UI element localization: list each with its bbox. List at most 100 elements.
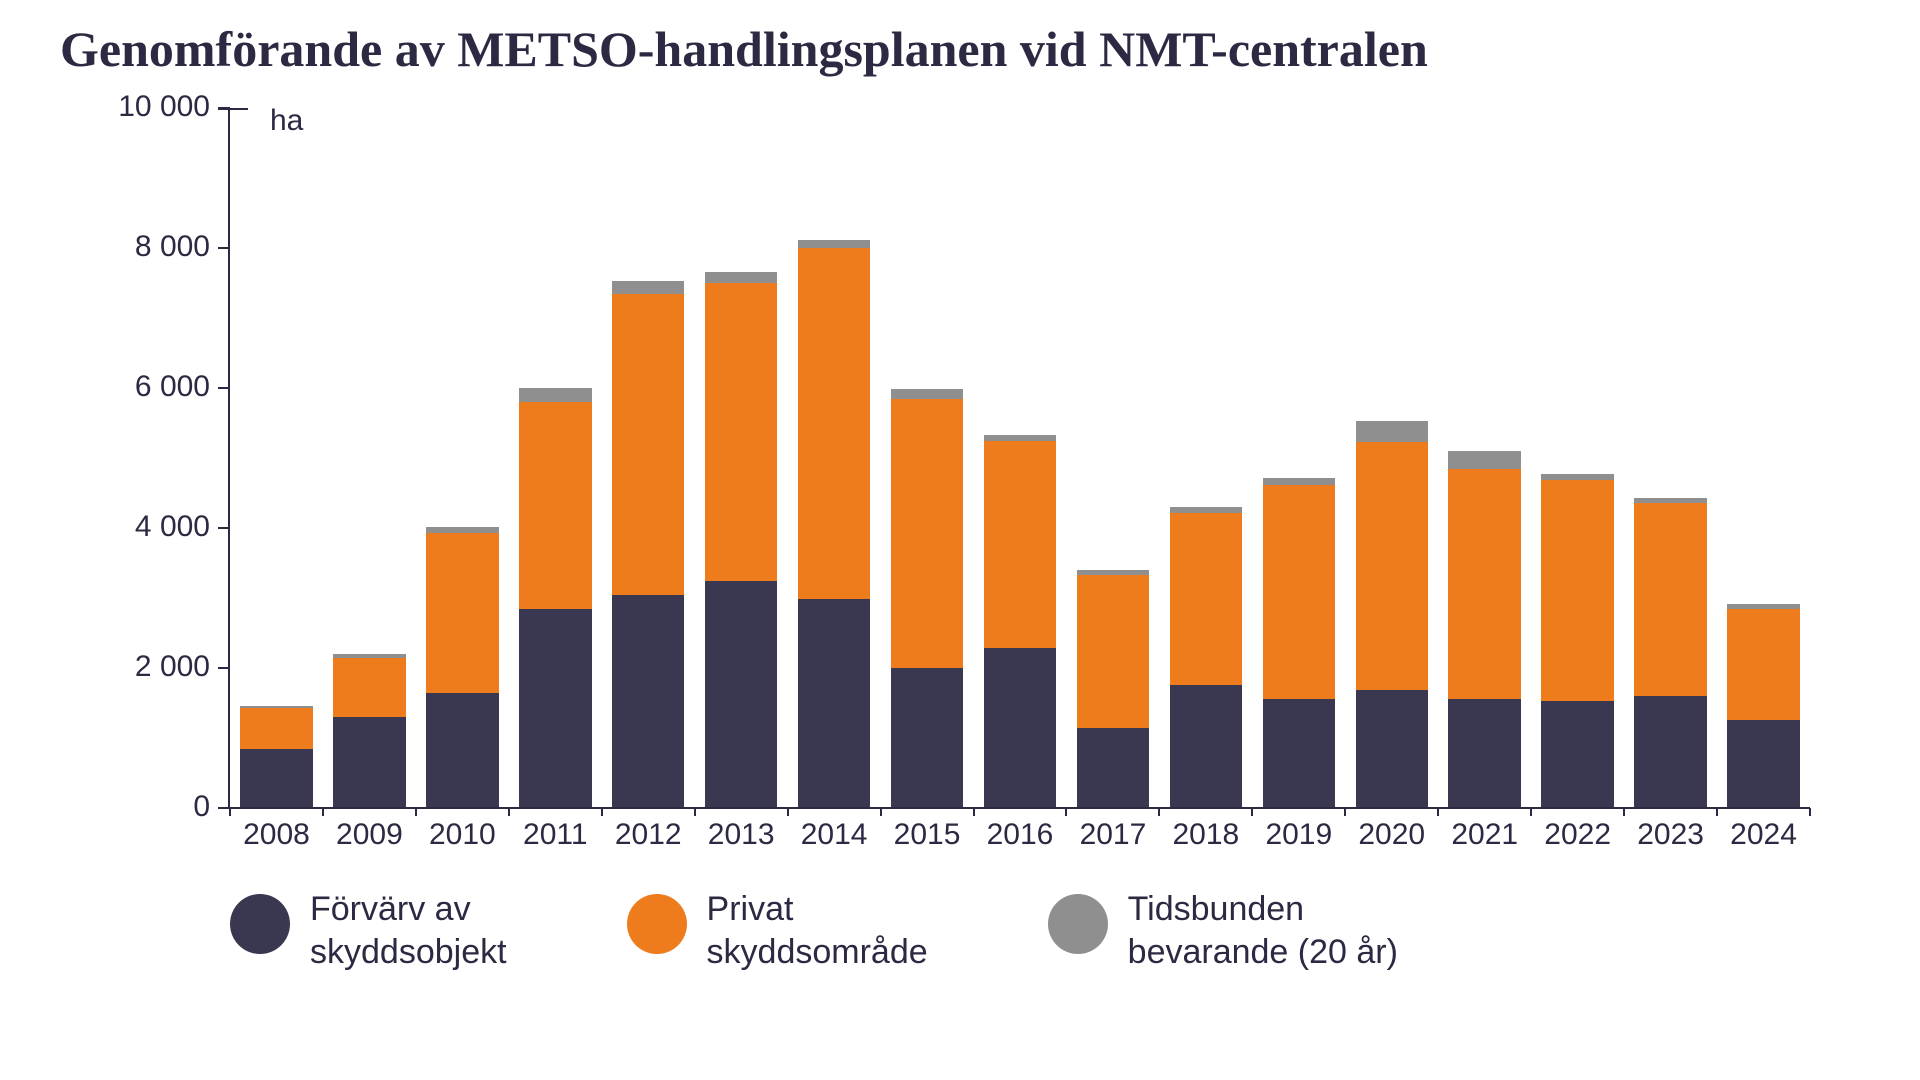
bar-segment-privat — [1727, 609, 1799, 720]
chart-title: Genomförande av METSO-handlingsplanen vi… — [60, 20, 1860, 78]
y-tick-label: 2 000 — [110, 650, 210, 684]
bar-column — [1077, 570, 1149, 808]
bar-segment-tids — [519, 388, 591, 402]
bar-segment-forvarv — [1727, 720, 1799, 808]
bar-segment-tids — [612, 281, 684, 294]
bar-segment-forvarv — [1541, 701, 1613, 808]
bar-segment-privat — [612, 294, 684, 595]
y-tick-label: 6 000 — [110, 370, 210, 404]
bar-segment-privat — [705, 283, 777, 581]
bar-segment-tids — [798, 240, 870, 248]
bar-segment-privat — [333, 658, 405, 718]
x-axis-label: 2016 — [974, 818, 1067, 852]
bar-column — [1541, 474, 1613, 808]
legend-text-line: Förvärv av — [310, 890, 471, 928]
legend-swatch-forvarv — [230, 894, 290, 954]
legend-text-line: bevarande (20 år) — [1128, 933, 1398, 971]
bar-segment-forvarv — [333, 717, 405, 808]
x-axis-label: 2023 — [1624, 818, 1717, 852]
legend-swatch-tids — [1048, 894, 1108, 954]
bar-segment-tids — [891, 389, 963, 398]
x-axis-label: 2010 — [416, 818, 509, 852]
y-tick-mark — [218, 527, 230, 529]
legend-text-line: Tidsbunden — [1128, 890, 1304, 928]
x-axis-label: 2012 — [602, 818, 695, 852]
legend-text-line: skyddsobjekt — [310, 933, 507, 971]
legend-text-line: Privat — [707, 890, 794, 928]
bar-segment-forvarv — [240, 749, 312, 809]
bar-segment-forvarv — [891, 668, 963, 808]
bar-segment-privat — [1448, 469, 1520, 699]
legend-text-line: skyddsområde — [707, 933, 928, 971]
bar-column — [705, 272, 777, 808]
bar-segment-privat — [984, 441, 1056, 649]
x-axis-label: 2014 — [788, 818, 881, 852]
bar-segment-forvarv — [1634, 696, 1706, 808]
bar-column — [1263, 478, 1335, 808]
bar-segment-forvarv — [612, 595, 684, 809]
bar-column — [612, 281, 684, 808]
bar-segment-forvarv — [984, 648, 1056, 808]
bar-segment-tids — [705, 272, 777, 283]
bar-segment-privat — [1634, 503, 1706, 696]
bar-segment-privat — [891, 399, 963, 669]
bar-segment-forvarv — [1356, 690, 1428, 808]
bar-column — [1727, 604, 1799, 808]
bar-segment-forvarv — [1170, 685, 1242, 808]
legend-item-forvarv: Förvärv av skyddsobjekt — [230, 888, 507, 973]
y-tick-label: 8 000 — [110, 230, 210, 264]
x-axis-label: 2022 — [1531, 818, 1624, 852]
legend-swatch-privat — [627, 894, 687, 954]
y-tick-mark — [218, 247, 230, 249]
plot-area: ha 02 0004 0006 0008 00010 000 — [110, 108, 1810, 808]
bar-column — [1170, 507, 1242, 808]
bar-column — [1356, 421, 1428, 808]
bar-segment-tids — [1448, 451, 1520, 469]
bar-segment-privat — [1541, 480, 1613, 701]
x-axis-label: 2019 — [1252, 818, 1345, 852]
y-tick-label: 10 000 — [110, 90, 210, 124]
y-tick-mark — [218, 387, 230, 389]
bar-column — [1634, 498, 1706, 808]
bar-column — [519, 388, 591, 808]
bar-segment-forvarv — [426, 693, 498, 809]
bar-segment-privat — [1170, 513, 1242, 685]
legend-label-privat: Privat skyddsområde — [707, 888, 928, 973]
bar-column — [984, 435, 1056, 808]
legend-label-forvarv: Förvärv av skyddsobjekt — [310, 888, 507, 973]
bar-segment-privat — [519, 402, 591, 609]
y-tick-mark — [218, 107, 230, 109]
legend-item-privat: Privat skyddsområde — [627, 888, 928, 973]
y-tick-label: 4 000 — [110, 510, 210, 544]
chart-container: Genomförande av METSO-handlingsplanen vi… — [60, 20, 1860, 973]
x-axis-label: 2017 — [1066, 818, 1159, 852]
legend-label-tids: Tidsbunden bevarande (20 år) — [1128, 888, 1398, 973]
x-axis-labels: 2008200920102011201220132014201520162017… — [110, 808, 1810, 868]
bar-segment-forvarv — [705, 581, 777, 809]
x-axis-label: 2020 — [1345, 818, 1438, 852]
x-axis-label: 2018 — [1159, 818, 1252, 852]
bar-segment-privat — [1077, 575, 1149, 728]
x-axis-label: 2024 — [1717, 818, 1810, 852]
bar-segment-forvarv — [1448, 699, 1520, 808]
bar-column — [426, 527, 498, 808]
y-tick-mark — [218, 667, 230, 669]
x-axis-label: 2015 — [881, 818, 974, 852]
x-axis-label: 2011 — [509, 818, 602, 852]
bars-area — [230, 108, 1810, 808]
x-axis-label: 2008 — [230, 818, 323, 852]
bar-column — [1448, 451, 1520, 808]
bar-segment-privat — [1356, 442, 1428, 691]
bar-segment-privat — [1263, 485, 1335, 699]
bar-column — [798, 240, 870, 808]
legend-item-tids: Tidsbunden bevarande (20 år) — [1048, 888, 1398, 973]
bar-column — [240, 706, 312, 808]
x-axis-label: 2021 — [1438, 818, 1531, 852]
x-axis-label: 2013 — [695, 818, 788, 852]
bar-segment-privat — [798, 248, 870, 599]
x-axis-label: 2009 — [323, 818, 416, 852]
bar-segment-privat — [426, 533, 498, 693]
bar-segment-forvarv — [1077, 728, 1149, 809]
bar-segment-forvarv — [519, 609, 591, 809]
bar-segment-privat — [240, 708, 312, 749]
